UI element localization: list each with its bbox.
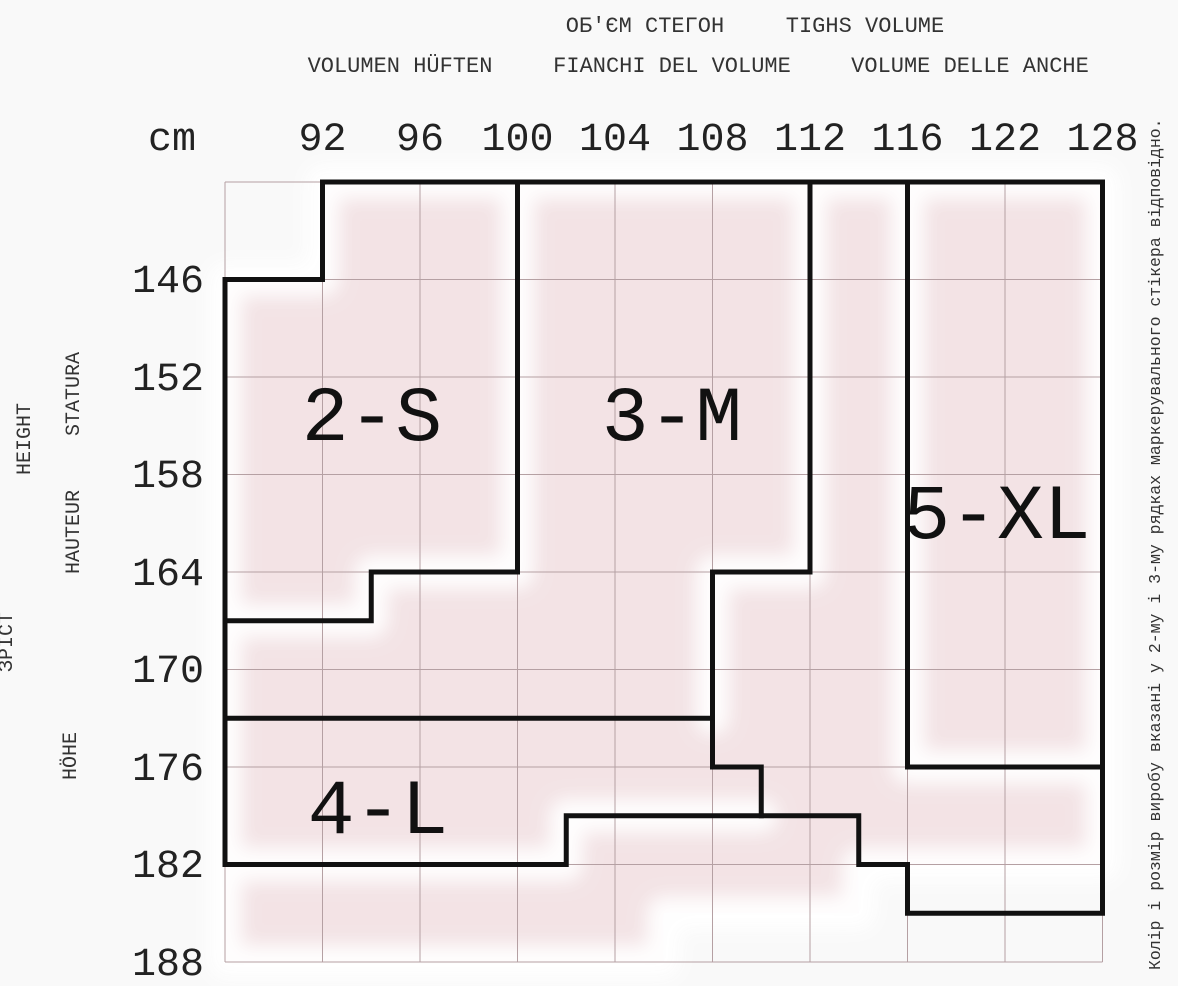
svg-text:170: 170 (132, 650, 204, 695)
svg-text:Колір і розмір виробу вказані: Колір і розмір виробу вказані у 2-му і 3… (1146, 118, 1165, 970)
svg-text:122: 122 (969, 118, 1041, 163)
svg-text:92: 92 (298, 118, 346, 163)
svg-text:104: 104 (579, 118, 651, 163)
svg-text:176: 176 (132, 748, 204, 793)
svg-text:96: 96 (396, 118, 444, 163)
svg-text:ОБ'ЄМ СТЕГОН: ОБ'ЄМ СТЕГОН (566, 14, 724, 39)
svg-text:HEIGHT: HEIGHT (14, 403, 37, 475)
svg-text:128: 128 (1066, 118, 1138, 163)
svg-text:116: 116 (871, 118, 943, 163)
svg-text:ЗРІСТ: ЗРІСТ (0, 612, 19, 672)
svg-text:5-XL: 5-XL (903, 474, 1090, 562)
svg-text:108: 108 (676, 118, 748, 163)
svg-text:2-S: 2-S (302, 376, 442, 464)
svg-text:182: 182 (132, 845, 204, 890)
svg-text:HAUTEUR: HAUTEUR (63, 490, 86, 574)
svg-text:164: 164 (132, 553, 204, 598)
svg-text:152: 152 (132, 358, 204, 403)
svg-text:VOLUMEN HÜFTEN: VOLUMEN HÜFTEN (308, 54, 493, 79)
svg-text:VOLUME DELLE ANCHE: VOLUME DELLE ANCHE (851, 54, 1089, 79)
svg-text:TIGHS VOLUME: TIGHS VOLUME (786, 14, 944, 39)
svg-text:188: 188 (132, 943, 204, 986)
svg-text:100: 100 (481, 118, 553, 163)
svg-text:FIANCHI DEL VOLUME: FIANCHI DEL VOLUME (553, 54, 791, 79)
svg-text:cm: cm (148, 118, 196, 163)
svg-text:4-L: 4-L (308, 769, 448, 857)
svg-text:HÖHE: HÖHE (59, 732, 83, 780)
svg-text:112: 112 (774, 118, 846, 163)
svg-text:146: 146 (132, 260, 204, 305)
svg-text:STATURA: STATURA (63, 352, 86, 436)
svg-text:3-M: 3-M (602, 376, 742, 464)
svg-text:158: 158 (132, 455, 204, 500)
